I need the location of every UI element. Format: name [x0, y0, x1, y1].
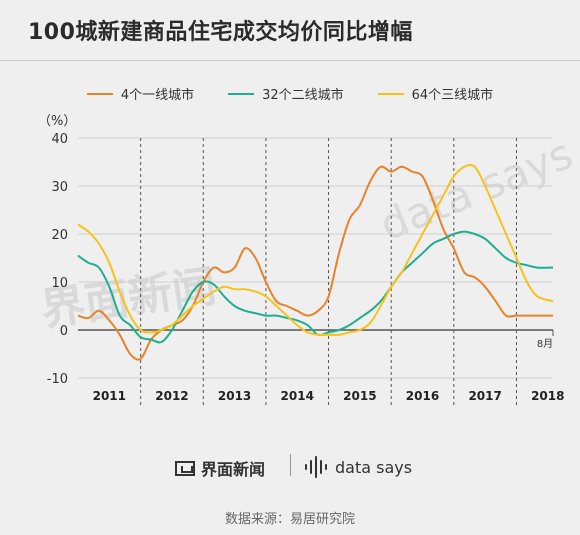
datasays-wave-icon	[305, 456, 327, 478]
brand-datasays: data says	[303, 456, 412, 478]
legend-swatch-tier3	[377, 92, 404, 95]
legend-item-tier3: 64个三线城市	[377, 84, 494, 103]
legend: 4个一线城市 32个二线城市 64个三线城市	[0, 84, 580, 103]
source-note: 数据来源：易居研究院	[224, 512, 355, 527]
legend-item-tier2: 32个二线城市	[228, 84, 344, 103]
x-year-label: 2011	[93, 389, 126, 403]
legend-item-tier1: 4个一线城市	[86, 84, 195, 103]
x-year-label: 2015	[343, 389, 376, 403]
x-year-label: 2014	[281, 389, 314, 403]
legend-swatch-tier1	[86, 92, 113, 95]
y-tick-label: 10	[51, 276, 68, 291]
brand-right-label: data says	[335, 457, 413, 477]
x-year-label: 2013	[218, 389, 251, 403]
series-line-1	[77, 165, 553, 361]
series-line-3	[77, 163, 554, 336]
legend-label-tier3: 64个三线城市	[411, 88, 494, 103]
legend-label-tier2: 32个二线城市	[262, 88, 344, 103]
title-divider	[0, 60, 580, 61]
jiemian-logo-icon	[175, 460, 195, 476]
series-line-2	[77, 230, 554, 344]
y-axis-unit-label: （%）	[38, 114, 77, 129]
y-tick-label: 0	[60, 324, 68, 339]
y-tick-label: 30	[51, 180, 68, 195]
x-year-label: 2017	[468, 389, 501, 403]
end-month-label: 8月	[537, 338, 553, 350]
brand-divider	[290, 454, 291, 476]
legend-label-tier1: 4个一线城市	[120, 88, 195, 103]
x-year-label: 2018	[531, 389, 564, 403]
y-tick-label: 20	[51, 228, 68, 243]
brand-jiemian: 界面新闻	[175, 456, 265, 480]
y-tick-label: 40	[51, 132, 68, 147]
x-year-label: 2012	[155, 389, 188, 403]
brand-left-label: 界面新闻	[201, 460, 266, 479]
legend-swatch-tier2	[228, 92, 255, 95]
y-tick-label: -10	[47, 372, 68, 387]
x-year-label: 2016	[406, 389, 439, 403]
chart-title: 100城新建商品住宅成交均价同比增幅	[28, 20, 413, 45]
